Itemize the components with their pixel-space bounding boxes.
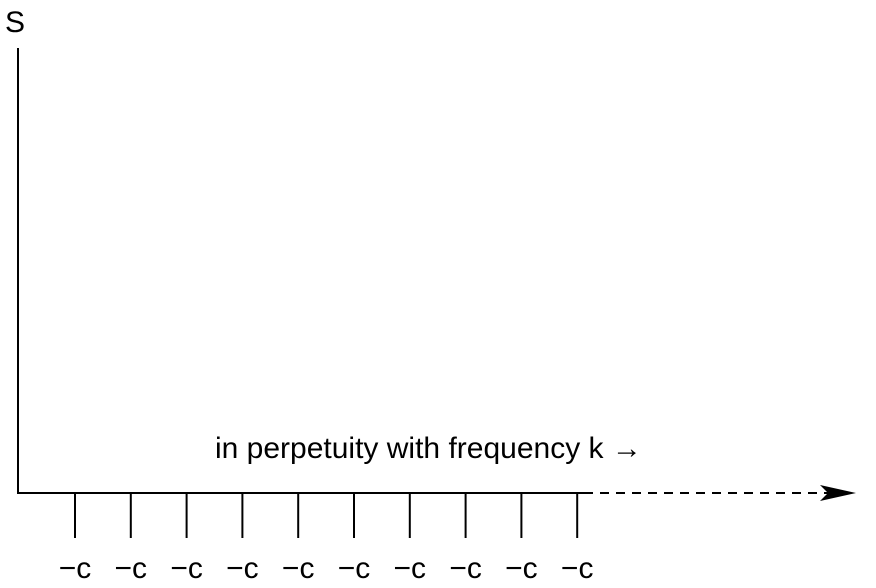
payment-group: −c −c −c −c −c −c −c −c −c −c xyxy=(59,493,594,585)
payment-label: −c xyxy=(115,552,148,585)
payment-label: −c xyxy=(226,552,259,585)
payment-label: −c xyxy=(449,552,482,585)
payment-label: −c xyxy=(282,552,315,585)
time-axis-arrowhead xyxy=(820,485,856,501)
payment-label: −c xyxy=(394,552,427,585)
y-axis-label: S xyxy=(5,6,25,39)
perpetuity-caption: in perpetuity with frequency k → xyxy=(215,432,642,465)
payment-label: −c xyxy=(561,552,594,585)
payment-label: −c xyxy=(505,552,538,585)
payment-label: −c xyxy=(59,552,92,585)
payment-label: −c xyxy=(170,552,203,585)
payment-label: −c xyxy=(338,552,371,585)
